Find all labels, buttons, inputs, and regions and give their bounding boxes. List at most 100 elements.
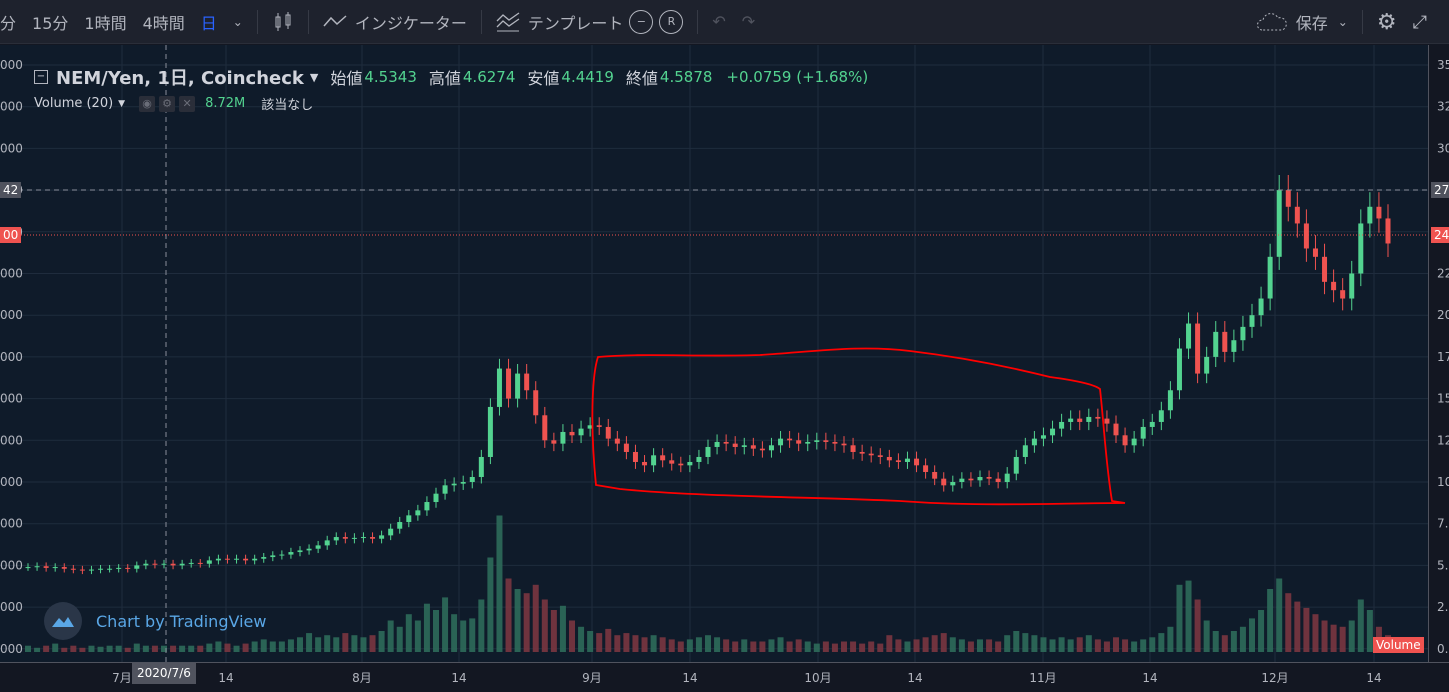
volume-bar bbox=[179, 645, 186, 652]
volume-bar bbox=[306, 633, 313, 652]
change-value: +0.0759 (+1.68%) bbox=[726, 68, 869, 86]
candle-body bbox=[215, 558, 221, 561]
volume-bar bbox=[1103, 641, 1110, 652]
symbol-title[interactable]: NEM/Yen, 1日, Coincheck bbox=[56, 68, 304, 89]
candle-body bbox=[923, 465, 929, 472]
interval-15m[interactable]: 15分 bbox=[32, 13, 69, 33]
candle-body bbox=[333, 537, 339, 541]
volume-bar bbox=[505, 578, 512, 652]
replay-circle-icon[interactable]: R bbox=[659, 9, 684, 34]
interval-1d[interactable]: 日 bbox=[200, 13, 217, 33]
volume-bar bbox=[487, 557, 494, 652]
time-tick-label: 14 bbox=[218, 671, 233, 685]
volume-bar bbox=[1167, 626, 1174, 652]
volume-bar bbox=[931, 635, 938, 652]
candle-body bbox=[243, 558, 249, 561]
volume-bar bbox=[587, 631, 594, 652]
volume-bar bbox=[822, 641, 829, 652]
volume-bar bbox=[70, 645, 77, 652]
volume-bar bbox=[1249, 618, 1255, 652]
indicators-button[interactable]: インジケーター bbox=[315, 0, 475, 44]
volume-bar bbox=[423, 603, 430, 652]
time-tick-label: 12月 bbox=[1261, 671, 1288, 685]
candle-body bbox=[932, 471, 938, 479]
tradingview-watermark[interactable]: Chart by TradingView bbox=[44, 602, 266, 640]
volume-bar bbox=[514, 589, 521, 652]
volume-bar bbox=[396, 626, 403, 652]
candle-body bbox=[34, 566, 40, 568]
interval-dropdown-chevron-icon[interactable]: ⌄ bbox=[232, 14, 243, 29]
volume-bar bbox=[1013, 631, 1020, 652]
high-value: 4.6274 bbox=[462, 68, 516, 86]
volume-bar bbox=[1085, 635, 1092, 652]
candle-body bbox=[515, 373, 521, 399]
volume-bar bbox=[233, 645, 240, 652]
fullscreen-icon[interactable]: ⤢ bbox=[1412, 11, 1427, 33]
candle-body bbox=[261, 557, 267, 559]
candle-body bbox=[1340, 290, 1346, 299]
toolbar-divider bbox=[480, 9, 482, 34]
volume-bar bbox=[387, 620, 394, 652]
time-tick-label: 7月 bbox=[112, 671, 132, 685]
candle-body bbox=[959, 478, 965, 482]
time-tick-label: 14 bbox=[1142, 671, 1157, 685]
left-tick-label: 000 bbox=[0, 517, 23, 531]
interval-4h[interactable]: 4時間 bbox=[142, 13, 185, 33]
close-icon[interactable]: ✕ bbox=[179, 95, 196, 112]
candle-body bbox=[1004, 473, 1010, 482]
volume-bar bbox=[986, 639, 993, 652]
candle-body bbox=[1040, 435, 1046, 439]
volume-bar bbox=[904, 641, 911, 652]
volume-bar bbox=[705, 635, 711, 652]
candle-body bbox=[1031, 438, 1037, 446]
candle-type-button[interactable] bbox=[264, 0, 302, 44]
volume-bar bbox=[922, 637, 929, 652]
volume-bar bbox=[1203, 620, 1210, 652]
candle-body bbox=[660, 455, 666, 461]
candle-body bbox=[342, 537, 348, 539]
left-tick-label: 000 bbox=[0, 475, 23, 489]
undo-icon[interactable]: ↶ bbox=[712, 12, 726, 31]
eye-icon[interactable]: ◉ bbox=[139, 95, 156, 112]
volume-bar bbox=[215, 641, 222, 652]
time-axis[interactable]: 7月 14 8月 14 9月 14 10月 14 11月 14 12月 14 bbox=[0, 662, 1449, 692]
volume-label[interactable]: Volume (20) bbox=[34, 96, 114, 111]
candle-body bbox=[560, 431, 566, 444]
volume-bar bbox=[523, 593, 530, 652]
volume-chevron-icon[interactable]: ▼ bbox=[118, 98, 126, 109]
candle-body bbox=[1077, 418, 1083, 422]
volume-bar bbox=[269, 641, 276, 652]
candle-body bbox=[506, 368, 512, 399]
candle-body bbox=[651, 455, 657, 466]
symbol-chevron-icon[interactable]: ▼ bbox=[309, 70, 319, 84]
volume-bar bbox=[831, 643, 838, 652]
right-price-axis[interactable]: 35323027252220171512107.5.2.0. bbox=[1428, 45, 1449, 662]
volume-bar bbox=[43, 645, 50, 652]
settings-gear-icon[interactable]: ⚙ bbox=[1376, 9, 1397, 35]
templates-button[interactable]: テンプレート − R bbox=[488, 0, 692, 44]
minus-circle-icon[interactable]: − bbox=[629, 9, 654, 34]
redo-icon[interactable]: ↷ bbox=[741, 12, 756, 31]
volume-bar bbox=[351, 635, 358, 652]
interval-1m[interactable]: 分 bbox=[0, 13, 17, 33]
candle-body bbox=[379, 535, 385, 539]
volume-bar bbox=[1339, 626, 1346, 652]
volume-bar bbox=[940, 633, 947, 652]
volume-bar bbox=[97, 646, 104, 652]
collapse-icon[interactable]: − bbox=[34, 70, 48, 84]
volume-bar bbox=[206, 643, 213, 652]
candle-body bbox=[98, 568, 104, 570]
volume-bar bbox=[1004, 635, 1011, 652]
chart-pane[interactable]: 0000000000000000000000000000000000000000… bbox=[0, 45, 1428, 662]
volume-bar bbox=[895, 639, 902, 652]
volume-bar bbox=[786, 641, 793, 652]
time-tick-label: 14 bbox=[1366, 671, 1381, 685]
candle-body bbox=[1176, 348, 1182, 391]
interval-1h[interactable]: 1時間 bbox=[84, 13, 127, 33]
volume-bar bbox=[596, 633, 603, 652]
gear-icon[interactable]: ⚙ bbox=[159, 95, 176, 112]
save-button[interactable]: 保存 ⌄ bbox=[1248, 0, 1356, 44]
left-last-price-tag: 00 bbox=[0, 227, 22, 243]
volume-bar bbox=[1239, 626, 1246, 652]
cloud-icon bbox=[1256, 13, 1287, 31]
